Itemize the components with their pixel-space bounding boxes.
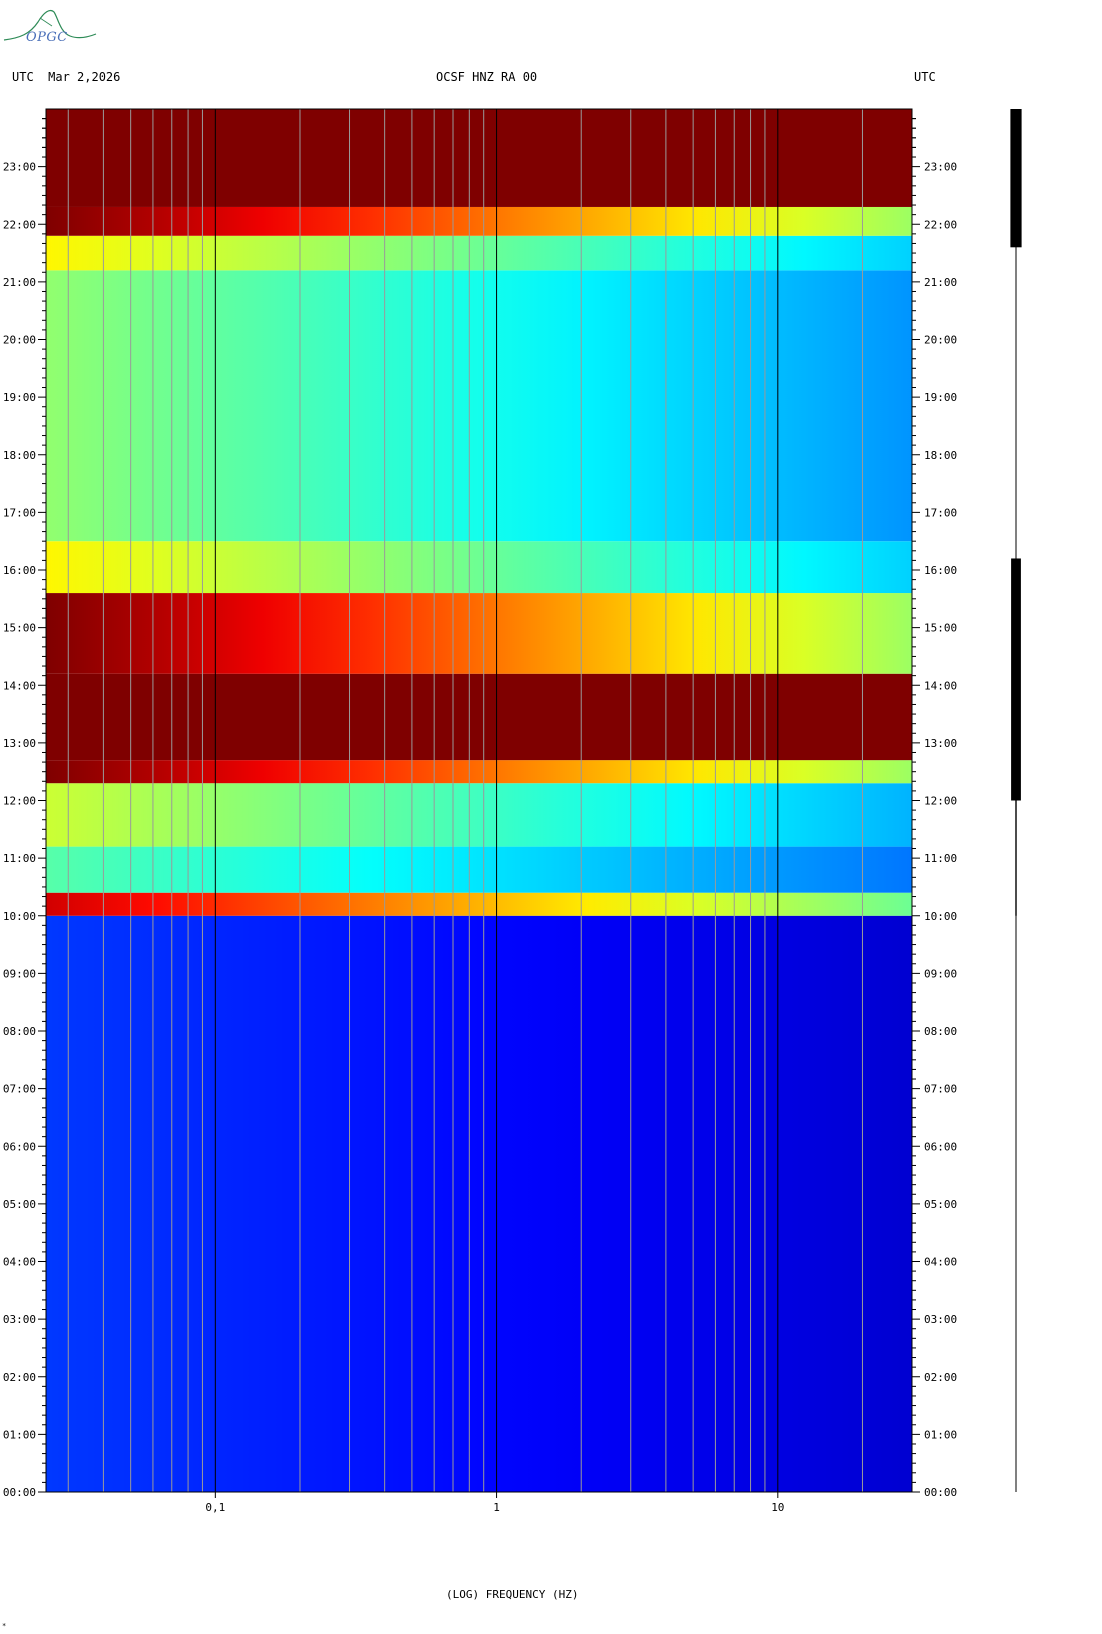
time-tick-label-right: 15:00 <box>924 622 957 635</box>
time-tick-label-left: 21:00 <box>3 276 36 289</box>
time-tick-label-left: 17:00 <box>3 506 36 519</box>
time-tick-label-left: 06:00 <box>3 1140 36 1153</box>
frequency-gridlines <box>67 109 863 1492</box>
time-tick-label-right: 03:00 <box>924 1313 957 1326</box>
logo-arc-icon <box>3 9 97 41</box>
time-tick-label-right: 02:00 <box>924 1371 957 1384</box>
time-tick-label-left: 09:00 <box>3 967 36 980</box>
spectrogram-band <box>46 846 912 893</box>
opgc-logo: OPGC <box>0 4 100 48</box>
time-tick-label-left: 00:00 <box>3 1486 36 1499</box>
time-tick-label-left: 16:00 <box>3 564 36 577</box>
spectrogram-band <box>46 109 912 207</box>
time-tick-label-right: 01:00 <box>924 1428 957 1441</box>
time-tick-label-right: 19:00 <box>924 391 957 404</box>
logo-text: OPGC <box>26 30 68 45</box>
time-tick-label-right: 07:00 <box>924 1083 957 1096</box>
x-axis-label: (LOG) FREQUENCY (HZ) <box>446 1588 579 1601</box>
spectrogram-band <box>46 892 912 916</box>
time-tick-label-right: 04:00 <box>924 1256 957 1269</box>
spectrogram-band <box>46 593 912 674</box>
time-tick-label-right: 18:00 <box>924 449 957 462</box>
time-tick-label-left: 03:00 <box>3 1313 36 1326</box>
frequency-tick-label: 0,1 <box>205 1501 225 1514</box>
time-tick-label-right: 13:00 <box>924 737 957 750</box>
time-tick-label-left: 10:00 <box>3 910 36 923</box>
time-tick-label-left: 02:00 <box>3 1371 36 1384</box>
time-tick-label-right: 16:00 <box>924 564 957 577</box>
time-tick-label-right: 12:00 <box>924 795 957 808</box>
time-tick-label-left: 23:00 <box>3 161 36 174</box>
trace-activity <box>1011 558 1021 801</box>
spectrogram-band <box>46 270 912 542</box>
time-tick-label-left: 05:00 <box>3 1198 36 1211</box>
spectrogram-band <box>46 541 912 594</box>
time-tick-label-right: 20:00 <box>924 334 957 347</box>
frequency-tick-label: 1 <box>493 1501 500 1514</box>
time-tick-label-right: 23:00 <box>924 161 957 174</box>
time-tick-label-left: 20:00 <box>3 334 36 347</box>
time-tick-label-left: 22:00 <box>3 218 36 231</box>
header-left: UTC Mar 2,2026 <box>12 70 121 84</box>
time-tick-label-left: 01:00 <box>3 1428 36 1441</box>
time-tick-label-right: 22:00 <box>924 218 957 231</box>
time-tick-label-left: 15:00 <box>3 622 36 635</box>
time-tick-label-right: 05:00 <box>924 1198 957 1211</box>
spectrogram-band <box>46 206 912 236</box>
time-tick-label-left: 14:00 <box>3 679 36 692</box>
frequency-axis: 0,1 1 10 <box>205 1492 784 1514</box>
header-right: UTC <box>914 70 936 84</box>
time-tick-label-right: 17:00 <box>924 506 957 519</box>
time-tick-label-right: 09:00 <box>924 967 957 980</box>
time-axis: 00:00 00:00 01:00 01:00 02:00 02:00 03:00 03:00… <box>3 118 957 1499</box>
spectrogram-bands <box>46 109 912 1492</box>
time-tick-label-left: 19:00 <box>3 391 36 404</box>
time-tick-label-left: 08:00 <box>3 1025 36 1038</box>
time-tick-label-right: 10:00 <box>924 910 957 923</box>
time-tick-label-left: 18:00 <box>3 449 36 462</box>
trace-activity <box>1010 109 1022 248</box>
spectrogram-band <box>46 673 912 761</box>
time-tick-label-left: 04:00 <box>3 1256 36 1269</box>
time-tick-label-right: 06:00 <box>924 1140 957 1153</box>
spectrogram-band <box>46 235 912 271</box>
time-tick-label-left: 12:00 <box>3 795 36 808</box>
time-tick-label-right: 21:00 <box>924 276 957 289</box>
time-tick-label-right: 14:00 <box>924 679 957 692</box>
time-tick-label-left: 11:00 <box>3 852 36 865</box>
time-tick-label-left: 13:00 <box>3 737 36 750</box>
time-tick-label-right: 11:00 <box>924 852 957 865</box>
time-tick-label-left: 07:00 <box>3 1083 36 1096</box>
header-center: OCSF HNZ RA 00 <box>436 70 538 84</box>
spectrogram-band <box>46 760 912 784</box>
trace-activity <box>1015 800 1017 916</box>
frequency-tick-label: 10 <box>771 1501 784 1514</box>
spectrogram-band <box>46 783 912 847</box>
time-tick-label-right: 00:00 <box>924 1486 957 1499</box>
corner-mark: * <box>2 1622 7 1630</box>
spectrogram-band <box>46 915 912 1492</box>
time-tick-label-right: 08:00 <box>924 1025 957 1038</box>
seismic-trace <box>1010 109 1022 1492</box>
